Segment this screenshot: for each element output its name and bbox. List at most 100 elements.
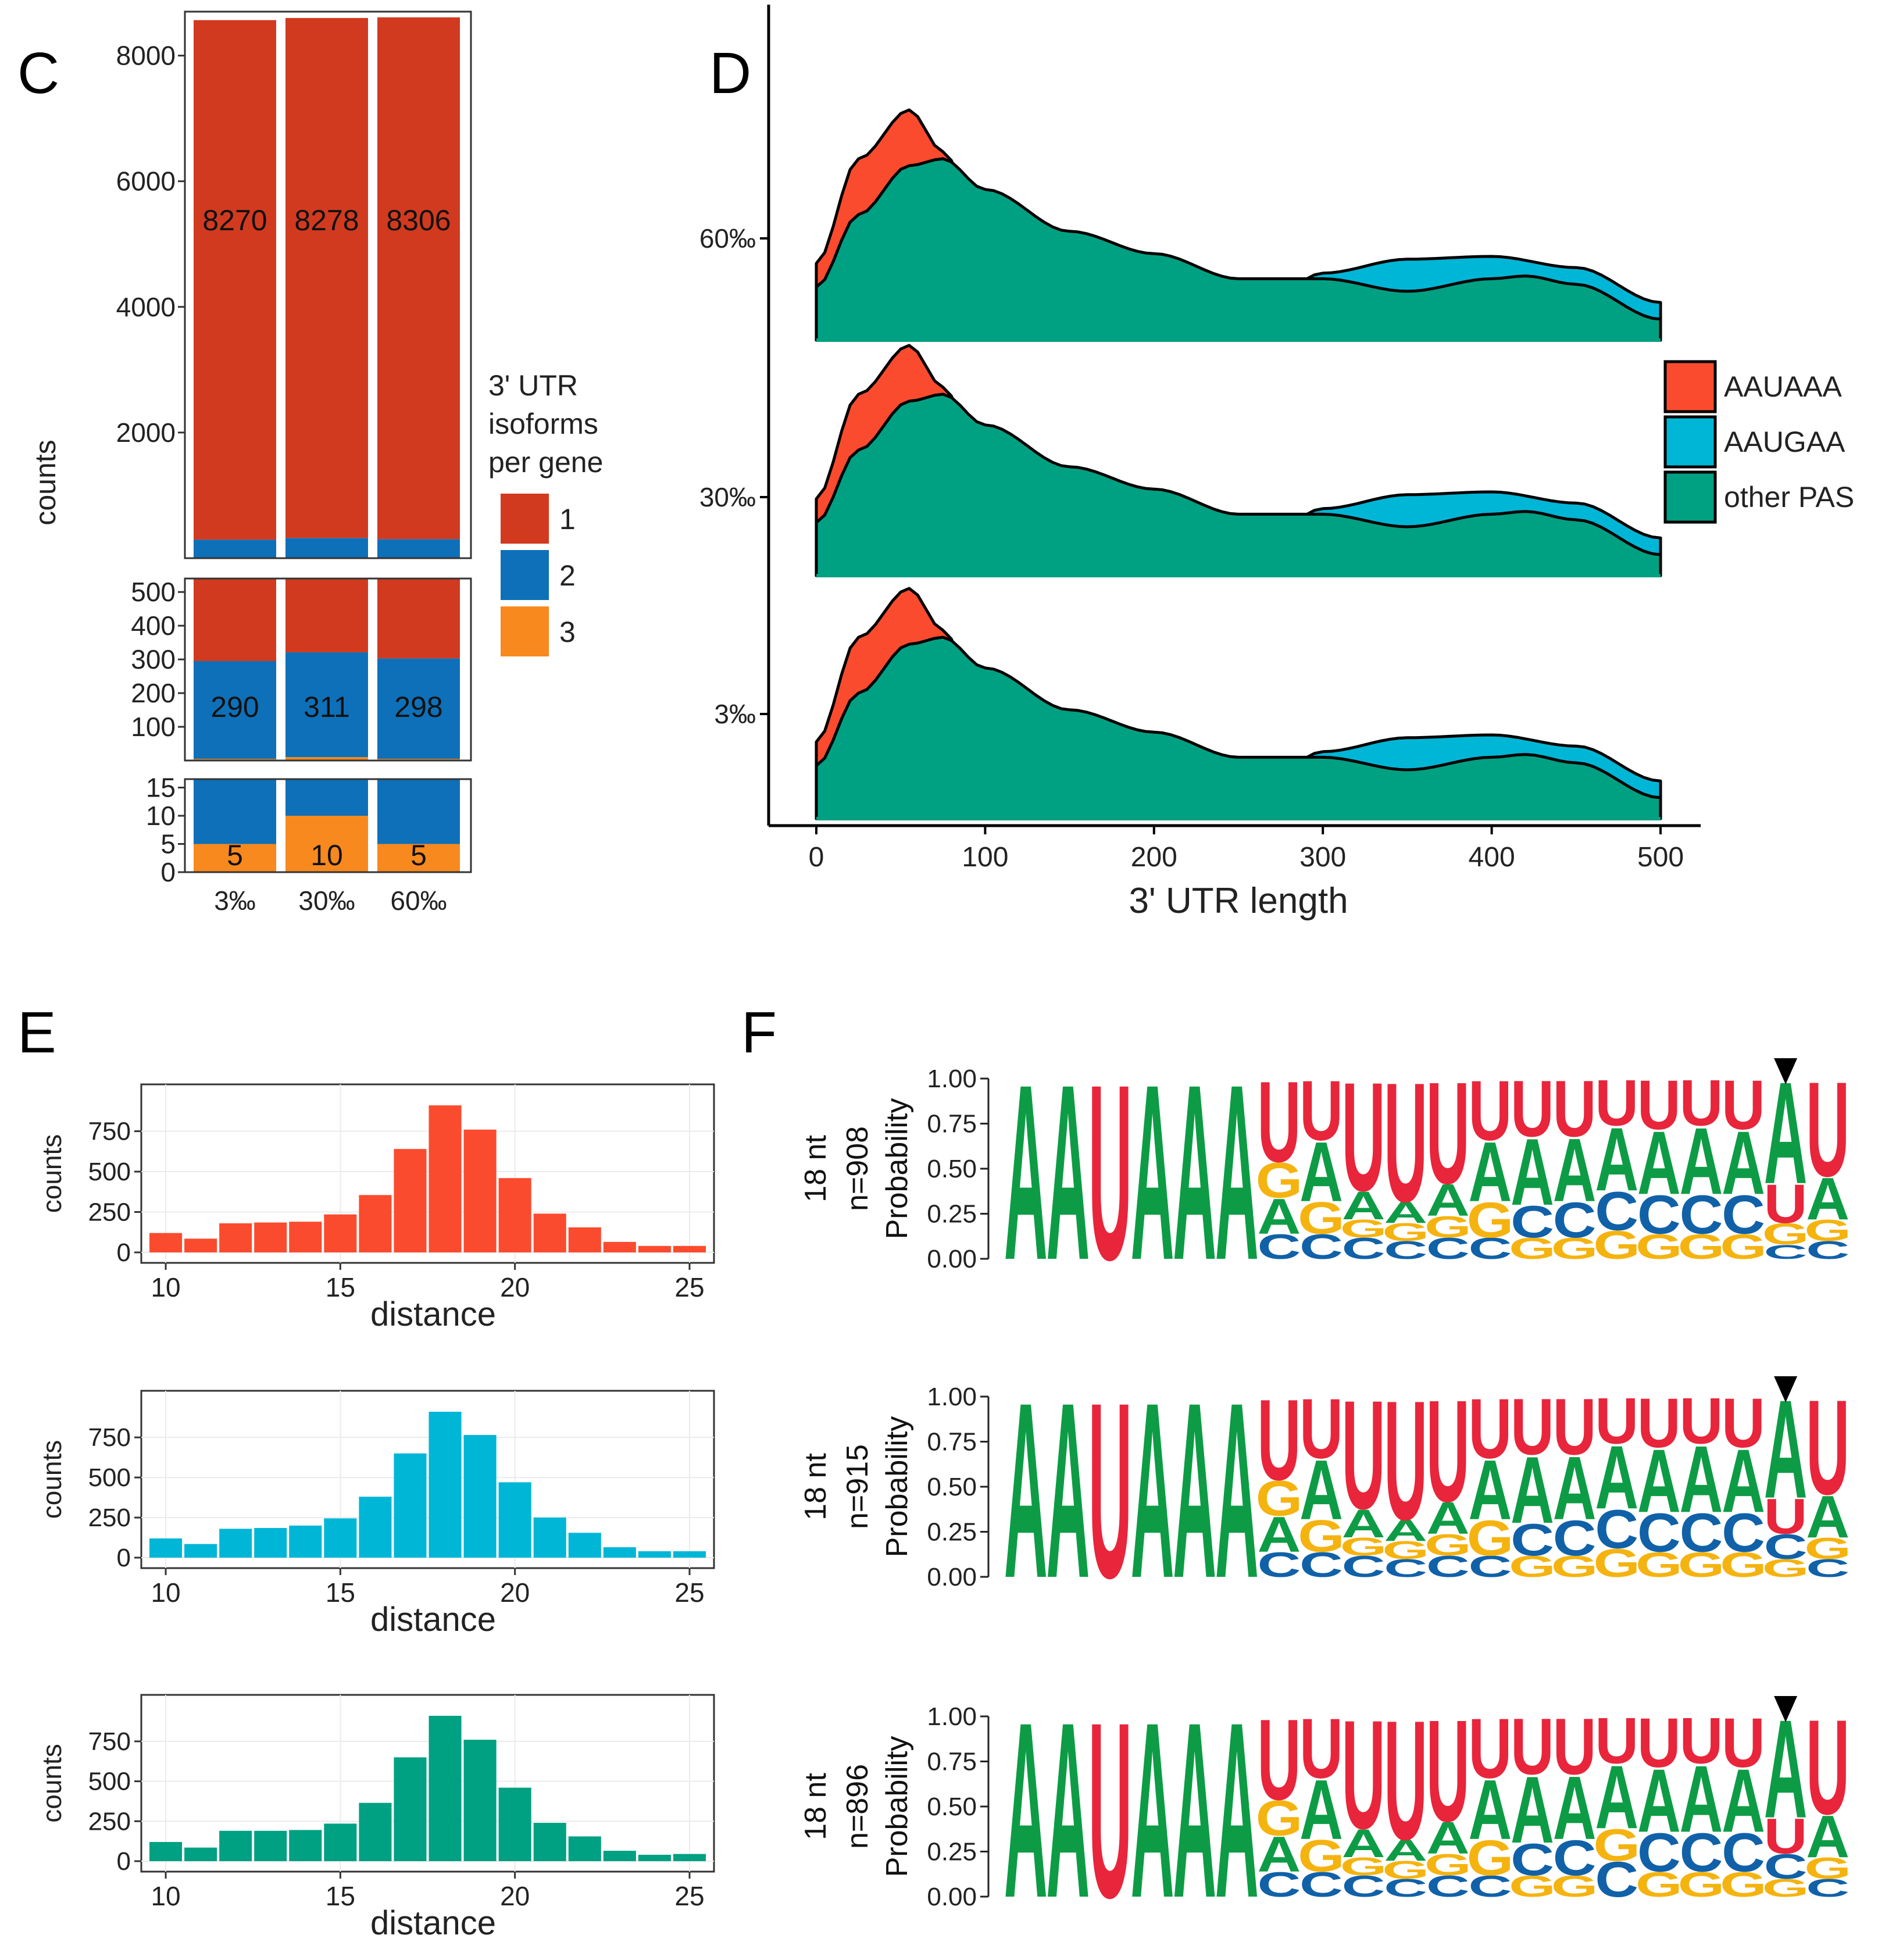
panel-e-letter: E bbox=[17, 1000, 56, 1065]
logo-letter-G: G bbox=[1720, 1227, 1767, 1266]
histogram-bar-10 bbox=[149, 1538, 183, 1558]
logo-letter-C: C bbox=[1511, 1515, 1554, 1565]
logo-letter-G: G bbox=[1804, 1214, 1851, 1247]
x-tick-label: 3‰ bbox=[214, 886, 256, 916]
histogram-bar-25 bbox=[673, 1245, 706, 1252]
y-tick-label: 1.00 bbox=[927, 1065, 977, 1093]
logo-letter-U: U bbox=[1806, 1372, 1850, 1523]
histogram-bar-21 bbox=[533, 1518, 566, 1558]
logo-letter-U: U bbox=[1595, 1066, 1638, 1140]
logo-letter-A: A bbox=[1468, 1442, 1512, 1537]
y-tick-label: 300 bbox=[131, 644, 176, 674]
logo-letter-U: U bbox=[1679, 1704, 1723, 1777]
logo-letter-A: A bbox=[1553, 1758, 1597, 1858]
logo-letter-C: C bbox=[1764, 1847, 1808, 1886]
logo-letter-U: U bbox=[1679, 1066, 1723, 1140]
logo-letter-C: C bbox=[1764, 1241, 1808, 1263]
logo-letter-G: G bbox=[1636, 1545, 1683, 1584]
y-tick-label: 3‰ bbox=[714, 699, 756, 729]
histogram-bar-14 bbox=[289, 1525, 322, 1558]
logo-letter-U: U bbox=[1468, 1381, 1512, 1476]
histogram-bar-14 bbox=[289, 1222, 322, 1252]
logo-letter-A: A bbox=[1468, 1124, 1512, 1219]
logo-letter-G: G bbox=[1467, 1511, 1514, 1566]
histogram-bar-16 bbox=[359, 1497, 392, 1558]
logo-letter-A: A bbox=[1426, 1813, 1470, 1863]
logo-letter-U: U bbox=[1342, 1688, 1386, 1861]
x-axis-label: distance bbox=[370, 1904, 496, 1942]
logo-letter-A: A bbox=[1426, 1493, 1470, 1543]
logo-letter-G: G bbox=[1509, 1870, 1556, 1903]
logo-letter-G: G bbox=[1720, 1865, 1767, 1904]
y-tick-label: 0.00 bbox=[927, 1245, 977, 1273]
y-tick-label: 8000 bbox=[116, 41, 176, 71]
histogram-bar-23 bbox=[603, 1547, 636, 1558]
histogram-bar-15 bbox=[324, 1518, 357, 1558]
logo-letter-C: C bbox=[1257, 1865, 1301, 1904]
histogram-bar-22 bbox=[568, 1227, 601, 1252]
histogram-bar-24 bbox=[638, 1855, 671, 1861]
logo-letter-U: U bbox=[1468, 1701, 1512, 1796]
panel-f-letter: F bbox=[741, 1000, 777, 1065]
logo-letter-A: A bbox=[1637, 1113, 1681, 1213]
y-axis-label: counts bbox=[37, 1440, 67, 1519]
y-tick-label: 750 bbox=[88, 1118, 131, 1146]
histogram-bar-13 bbox=[254, 1830, 287, 1861]
logo-letter-U: U bbox=[1595, 1704, 1638, 1777]
data-label: 5 bbox=[410, 839, 427, 872]
logo-letter-U: U bbox=[1088, 1670, 1132, 1950]
histogram-bar-20 bbox=[498, 1178, 531, 1252]
logo-letter-U: U bbox=[1764, 1489, 1808, 1545]
histogram-bar-24 bbox=[638, 1245, 671, 1252]
legend-label-2: 2 bbox=[559, 559, 576, 592]
axis-frame-top bbox=[184, 10, 472, 559]
legend-title: 3' UTR bbox=[488, 369, 578, 402]
logo-letter-G: G bbox=[1340, 1215, 1387, 1243]
logo-letter-U: U bbox=[1679, 1384, 1723, 1458]
y-axis-label: Probability bbox=[880, 1098, 914, 1240]
logo-letter-C: C bbox=[1595, 1852, 1638, 1908]
panel-c-bar-chart: 2000400060008000100200300400500051015827… bbox=[29, 10, 603, 916]
legend-swatch-3 bbox=[499, 605, 550, 658]
histogram-bar-12 bbox=[219, 1830, 252, 1861]
logo-letter-C: C bbox=[1426, 1870, 1470, 1903]
data-label: 8278 bbox=[294, 204, 359, 237]
logo-letter-C: C bbox=[1722, 1184, 1765, 1246]
histogram-bar-12 bbox=[219, 1529, 252, 1558]
logo-letter-G: G bbox=[1593, 1222, 1640, 1267]
logo-letter-A: A bbox=[1173, 1670, 1216, 1950]
logo-letter-G: G bbox=[1762, 1554, 1809, 1582]
histogram-bar-12 bbox=[219, 1223, 252, 1252]
logo-letter-A: A bbox=[1046, 1670, 1090, 1950]
cleavage-site-arrow-icon bbox=[1774, 1696, 1798, 1722]
logo-subtitle: n=915 bbox=[841, 1444, 874, 1529]
y-tick-label: 200 bbox=[131, 678, 176, 708]
x-tick-label: 20 bbox=[500, 1272, 530, 1302]
y-tick-label: 0.00 bbox=[927, 1563, 977, 1591]
x-axis-label: 3' UTR length bbox=[1129, 881, 1348, 921]
bar-series3-bot-30‰ bbox=[285, 816, 368, 872]
logo-letter-A: A bbox=[1468, 1762, 1512, 1857]
histogram-bar-19 bbox=[463, 1435, 497, 1558]
x-tick-label: 400 bbox=[1469, 842, 1515, 873]
logo-letter-A: A bbox=[1004, 1351, 1048, 1630]
bar-series2-top-60‰ bbox=[377, 539, 460, 558]
logo-letter-G: G bbox=[1804, 1532, 1851, 1565]
logo-letter-C: C bbox=[1426, 1232, 1470, 1265]
logo-letter-C: C bbox=[1468, 1550, 1512, 1583]
logo-letter-A: A bbox=[1426, 1175, 1470, 1225]
logo-letter-C: C bbox=[1299, 1865, 1343, 1904]
logo-letter-G: G bbox=[1636, 1227, 1683, 1266]
logo-letter-A: A bbox=[1299, 1124, 1343, 1219]
logo-letter-A: A bbox=[1384, 1196, 1427, 1229]
data-label: 5 bbox=[227, 839, 243, 872]
logo-letter-U: U bbox=[1511, 1382, 1554, 1472]
logo-letter-A: A bbox=[1595, 1427, 1638, 1527]
logo-letter-U: U bbox=[1342, 1050, 1386, 1223]
y-tick-label: 500 bbox=[88, 1768, 131, 1796]
histogram-bar-15 bbox=[324, 1214, 357, 1252]
logo-letter-A: A bbox=[1173, 1351, 1216, 1630]
histogram-bar-22 bbox=[568, 1533, 601, 1558]
logo-letter-U: U bbox=[1342, 1368, 1386, 1541]
y-tick-label: 0 bbox=[160, 857, 176, 887]
